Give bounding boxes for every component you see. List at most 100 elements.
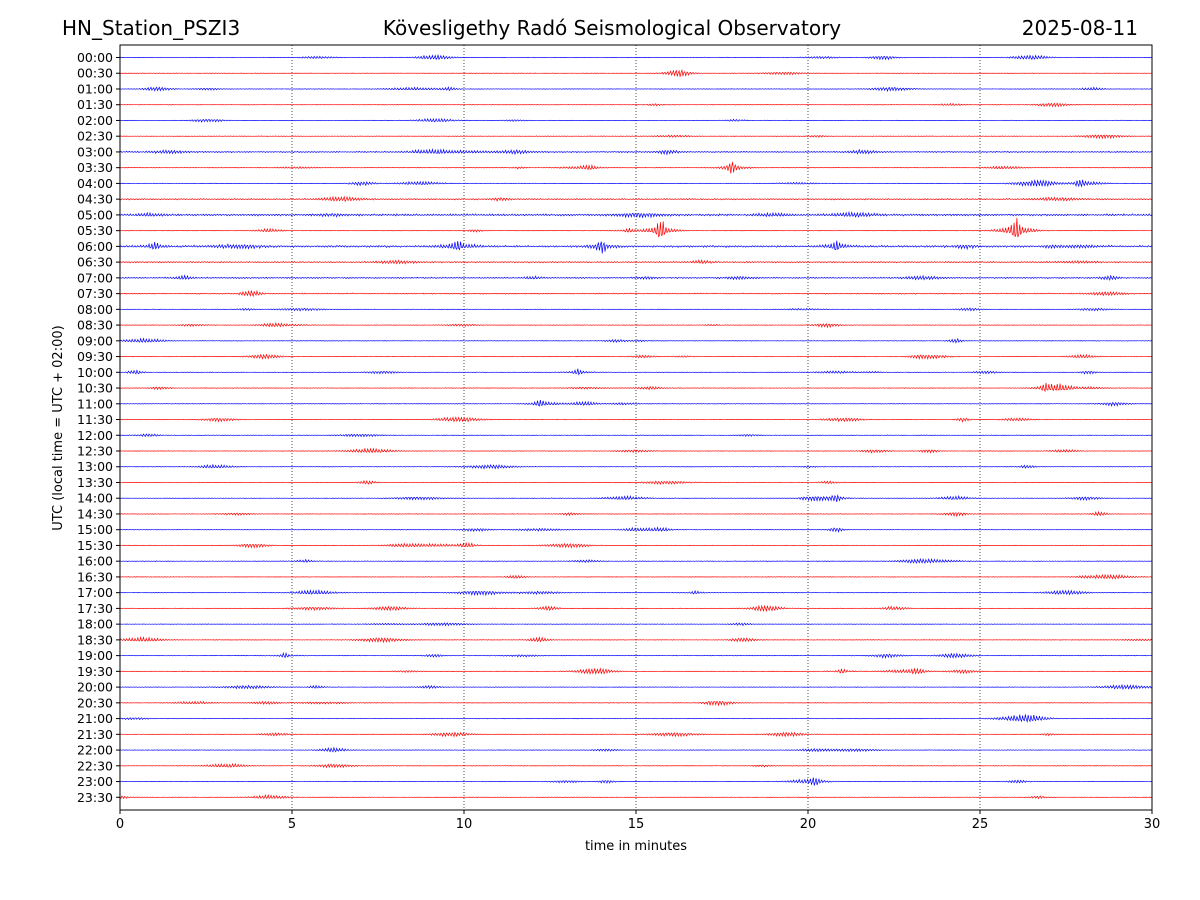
row-label-11:30: 11:30 [77,412,113,427]
x-axis: 0 5 10 15 20 25 30 [116,810,1160,832]
row-label-19:30: 19:30 [77,664,113,679]
row-label-13:30: 13:30 [77,475,113,490]
row-label-22:00: 22:00 [77,743,113,758]
y-axis-label: UTC (local time = UTC + 02:00) [51,325,66,530]
row-label-20:00: 20:00 [77,680,113,695]
row-label-01:00: 01:00 [77,81,113,96]
trace-15:00 [119,526,1153,533]
trace-04:30 [119,195,1153,203]
trace-23:30 [119,793,1153,800]
x-tick-label-20: 20 [800,817,817,832]
row-label-12:00: 12:00 [77,428,113,443]
trace-00:30 [119,68,1153,77]
x-tick-label-5: 5 [288,817,296,832]
row-label-02:30: 02:30 [77,129,113,144]
trace-03:00 [119,148,1153,156]
row-label-11:00: 11:00 [77,396,113,411]
row-label-17:00: 17:00 [77,585,113,600]
trace-09:30 [119,353,1153,360]
trace-21:00 [119,714,1153,724]
row-label-05:30: 05:30 [77,223,113,238]
row-label-12:30: 12:30 [77,444,113,459]
x-tick-label-30: 30 [1144,817,1161,832]
row-label-00:30: 00:30 [77,66,113,81]
grid-lines [291,45,981,810]
row-label-08:30: 08:30 [77,318,113,333]
trace-21:30 [119,731,1153,738]
trace-02:30 [119,134,1153,140]
trace-19:30 [119,667,1153,675]
trace-20:30 [119,700,1153,707]
row-label-03:30: 03:30 [77,160,113,175]
trace-01:00 [119,86,1153,93]
row-label-19:00: 19:00 [77,648,113,663]
row-label-07:30: 07:30 [77,286,113,301]
trace-13:30 [119,479,1153,486]
y-axis: 00:0000:3001:0001:3002:0002:3003:0003:30… [77,50,120,805]
trace-05:30 [119,217,1153,238]
trace-05:00 [119,211,1153,219]
row-label-09:30: 09:30 [77,349,113,364]
trace-01:30 [119,102,1153,108]
trace-11:30 [119,416,1153,423]
row-label-18:30: 18:30 [77,632,113,647]
x-axis-label: time in minutes [585,839,687,854]
trace-11:00 [119,400,1153,407]
row-label-14:00: 14:00 [77,491,113,506]
row-label-09:00: 09:00 [77,333,113,348]
row-label-03:00: 03:00 [77,144,113,159]
trace-00:00 [119,53,1153,61]
row-label-23:00: 23:00 [77,774,113,789]
row-label-15:30: 15:30 [77,538,113,553]
row-label-07:00: 07:00 [77,270,113,285]
trace-07:00 [119,274,1153,282]
trace-15:30 [119,541,1153,549]
trace-09:00 [119,337,1153,344]
row-label-13:00: 13:00 [77,459,113,474]
trace-18:30 [119,635,1153,644]
row-label-10:30: 10:30 [77,381,113,396]
trace-23:00 [119,777,1153,786]
trace-12:30 [119,447,1153,454]
trace-06:00 [119,240,1153,254]
row-label-21:00: 21:00 [77,711,113,726]
trace-10:30 [119,382,1153,393]
trace-14:30 [119,510,1153,518]
trace-18:00 [119,622,1153,627]
row-label-18:00: 18:00 [77,617,113,632]
row-label-05:00: 05:00 [77,207,113,222]
row-label-17:30: 17:30 [77,601,113,616]
trace-17:00 [119,588,1153,597]
row-label-21:30: 21:30 [77,727,113,742]
trace-08:30 [119,321,1153,329]
row-label-15:00: 15:00 [77,522,113,537]
trace-22:30 [119,762,1153,769]
station-name: HN_Station_PSZI3 [62,16,241,40]
trace-16:00 [119,557,1153,564]
row-label-06:00: 06:00 [77,239,113,254]
row-label-14:30: 14:30 [77,506,113,521]
trace-02:00 [119,117,1153,123]
row-label-16:30: 16:30 [77,569,113,584]
trace-20:00 [119,683,1153,691]
observatory-title: Kövesligethy Radó Seismological Observat… [382,16,842,40]
trace-04:00 [119,179,1153,188]
trace-12:00 [119,433,1153,438]
seismogram-traces [119,53,1153,800]
row-label-10:00: 10:00 [77,365,113,380]
x-tick-label-15: 15 [628,817,645,832]
record-date: 2025-08-11 [1021,16,1138,40]
trace-07:30 [119,289,1153,298]
row-label-00:00: 00:00 [77,50,113,65]
trace-10:00 [119,368,1153,376]
trace-13:00 [119,463,1153,470]
x-tick-label-25: 25 [972,817,989,832]
trace-08:00 [119,307,1153,312]
row-label-06:30: 06:30 [77,255,113,270]
row-label-08:00: 08:00 [77,302,113,317]
trace-17:30 [119,604,1153,613]
row-label-23:30: 23:30 [77,790,113,805]
row-label-01:30: 01:30 [77,97,113,112]
trace-19:00 [119,651,1153,659]
